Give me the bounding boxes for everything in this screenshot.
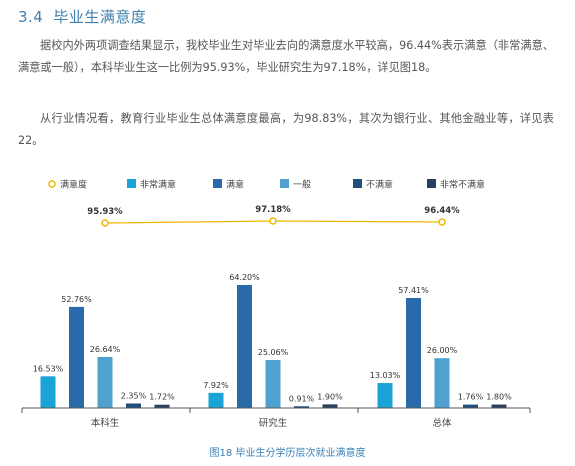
- bar-data-label: 25.06%: [258, 348, 289, 357]
- line-point: [101, 219, 109, 227]
- legend-label: 非常满意: [140, 179, 176, 191]
- bar: [69, 306, 84, 408]
- legend-swatch: [280, 179, 289, 188]
- line-data-label: 96.44%: [424, 206, 460, 216]
- legend-swatch: [427, 179, 436, 188]
- bar-data-label: 26.00%: [427, 346, 458, 355]
- figure-caption: 图18 毕业生分学历层次就业满意度: [209, 448, 366, 459]
- bar-data-label: 64.20%: [229, 273, 260, 282]
- bar: [97, 356, 113, 408]
- section-heading: 3.4 毕业生满意度: [18, 6, 146, 27]
- section-title: 毕业生满意度: [53, 8, 147, 26]
- paragraph-2: 从行业情况看，教育行业毕业生总体满意度最高，为98.83%，其次为银行业、其他金…: [18, 112, 554, 147]
- bar-data-label: 13.03%: [370, 371, 401, 380]
- bar-data-label: 2.35%: [121, 391, 147, 400]
- bar: [491, 404, 507, 408]
- bar-data-label: 16.53%: [33, 364, 64, 373]
- bar-data-label: 52.76%: [61, 295, 92, 304]
- line-data-label: 97.18%: [255, 205, 291, 215]
- legend-label: 不满意: [366, 179, 393, 191]
- legend-marker-line: [48, 180, 56, 188]
- paragraph-1: 据校内外两项调查结果显示，我校毕业生对毕业去向的满意度水平较高，96.44%表示…: [18, 39, 554, 74]
- bar-data-label: 1.90%: [317, 392, 343, 401]
- satisfaction-chart: 满意度 非常满意 满意 一般 不满意 非常不满意 95.93% 97.18% 96.44% 16.…: [21, 179, 531, 429]
- bar-data-label: 26.64%: [90, 345, 121, 354]
- line-data-label: 95.93%: [87, 207, 123, 217]
- bar: [406, 298, 421, 408]
- bar: [434, 358, 450, 408]
- bar-data-label: 7.92%: [203, 381, 229, 390]
- bar-data-label: 0.91%: [289, 394, 315, 403]
- bar: [265, 359, 281, 408]
- legend-swatch: [127, 179, 136, 188]
- legend-label: 满意: [226, 179, 244, 191]
- bar: [40, 376, 56, 408]
- bar-data-label: 1.72%: [149, 393, 175, 402]
- legend-label: 非常不满意: [440, 179, 485, 191]
- bar: [463, 404, 478, 408]
- bar-data-label: 57.41%: [398, 286, 429, 295]
- section-number: 3.4: [18, 8, 44, 26]
- bar-data-label: 1.80%: [486, 393, 512, 402]
- bar: [126, 403, 141, 408]
- bar: [154, 404, 170, 408]
- bar-data-label: 1.76%: [458, 393, 484, 402]
- legend-label: 满意度: [60, 179, 87, 191]
- line-point: [269, 217, 277, 225]
- legend-swatch: [353, 179, 362, 188]
- legend-label: 一般: [293, 179, 311, 191]
- bar: [322, 404, 338, 408]
- bar: [377, 383, 393, 408]
- bar: [237, 285, 252, 408]
- bar: [208, 392, 224, 408]
- legend-swatch: [213, 179, 222, 188]
- line-point: [438, 218, 446, 226]
- category-label: 研究生: [259, 417, 288, 429]
- category-label: 总体: [432, 417, 452, 429]
- category-label: 本科生: [91, 417, 120, 429]
- bar: [294, 406, 309, 408]
